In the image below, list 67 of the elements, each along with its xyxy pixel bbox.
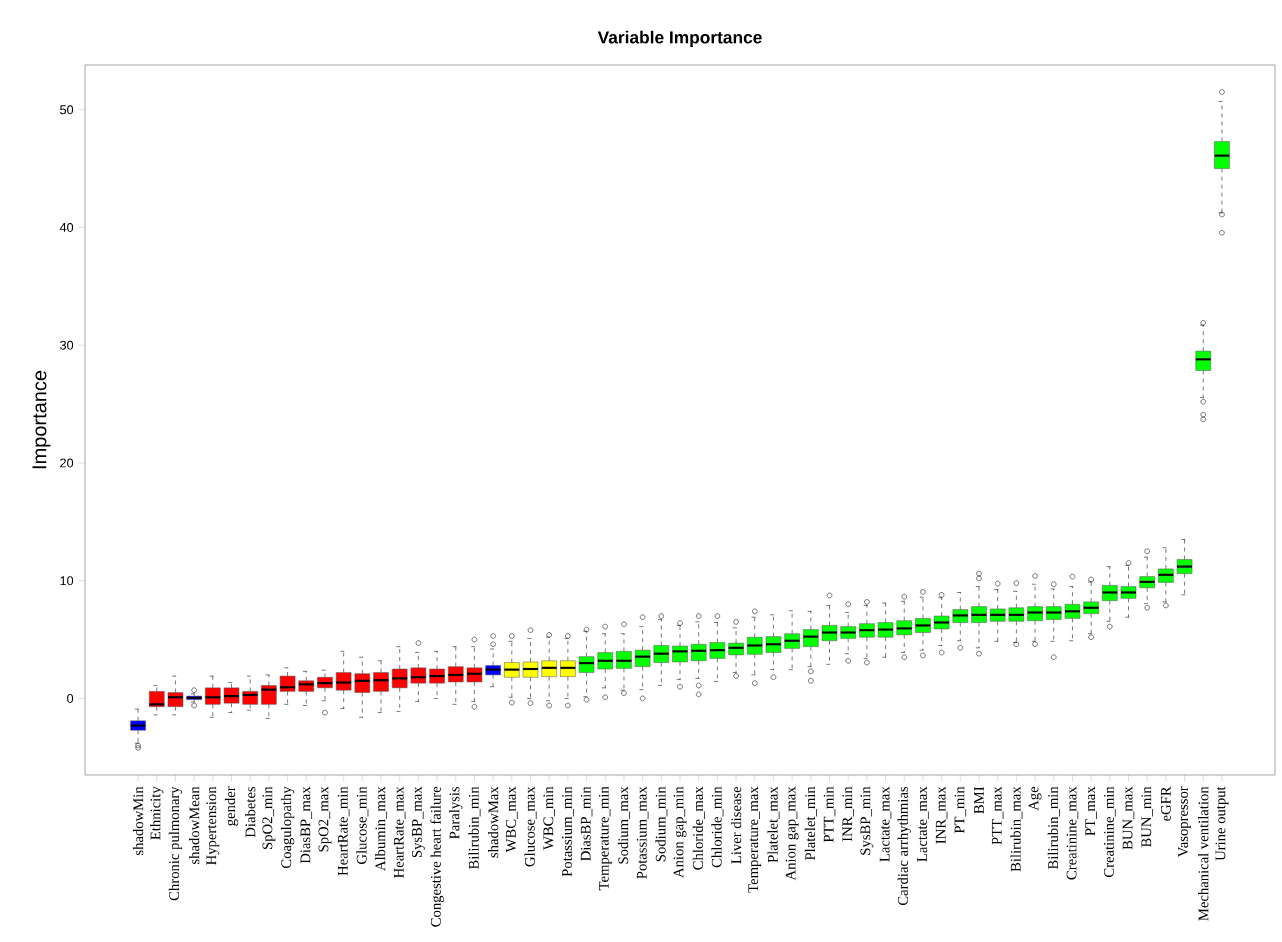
x-tick-label: SysBP_max bbox=[411, 786, 425, 858]
x-tick-label: Age bbox=[1028, 786, 1042, 811]
x-tick-label: Bilirubin_max bbox=[1010, 786, 1023, 872]
x-tick-label: WBC_max bbox=[506, 786, 518, 853]
x-tick-label: Coagulopathy bbox=[280, 786, 295, 869]
x-tick-label: BUN_min bbox=[1141, 786, 1153, 848]
x-tick-label: shadowMean bbox=[188, 786, 200, 864]
x-tick-label: Paralysis bbox=[449, 786, 463, 839]
y-tick-label: 20 bbox=[60, 458, 74, 468]
x-tick-label: PTT_max bbox=[991, 786, 1004, 845]
x-tick-label: Anion gap_max bbox=[785, 786, 799, 881]
x-tick-label: Temperature_min bbox=[598, 786, 612, 891]
y-axis-title: Importance bbox=[32, 370, 51, 469]
x-tick-label: Platelet_min bbox=[804, 786, 817, 861]
x-tick-label: Platelet_max bbox=[767, 786, 780, 863]
y-tick-label: 30 bbox=[60, 340, 74, 350]
x-tick-label: Chronic pulmonary bbox=[168, 786, 183, 901]
y-tick-label: 10 bbox=[60, 576, 74, 586]
x-tick-label: Sodium_min bbox=[655, 786, 668, 862]
x-tick-label: Vasopressor bbox=[1178, 786, 1191, 858]
x-tick-label: gender bbox=[224, 786, 239, 826]
x-tick-label: Diabetes bbox=[245, 786, 256, 838]
x-tick-label: BMI bbox=[974, 786, 984, 814]
x-tick-label: Albumin_max bbox=[374, 786, 388, 871]
x-tick-label: Creatinine_max bbox=[1066, 786, 1079, 880]
x-tick-label: Glucose_max bbox=[524, 786, 537, 867]
x-tick-label: Glucose_min bbox=[356, 786, 369, 864]
x-tick-label: PT_min bbox=[954, 786, 967, 834]
x-tick-label: Chloride_min bbox=[711, 786, 724, 868]
x-tick-label: Potassium_min bbox=[562, 786, 574, 877]
x-tick-label: HeartRate_max bbox=[393, 786, 406, 878]
y-tick-label: 50 bbox=[60, 105, 74, 115]
x-tick-label: SpO2_min bbox=[262, 786, 276, 849]
x-tick-label: shadowMax bbox=[487, 786, 499, 858]
chart-title: Variable Importance bbox=[597, 30, 762, 47]
x-tick-label: Urine output bbox=[1215, 786, 1229, 861]
y-tick-label: 40 bbox=[59, 222, 74, 232]
x-tick-label: Temperature_max bbox=[748, 786, 762, 893]
x-tick-label: SysBP_min bbox=[860, 786, 874, 855]
x-tick-label: Bilirubin_min bbox=[1047, 786, 1060, 870]
x-tick-label: BUN_max bbox=[1122, 786, 1135, 850]
x-tick-label: Chloride_max bbox=[692, 786, 705, 870]
x-tick-label: Cardiac arrhythmias bbox=[897, 786, 911, 906]
x-tick-label: PT_max bbox=[1085, 786, 1097, 836]
x-tick-label: SpO2_max bbox=[318, 786, 332, 852]
x-tick-label: WBC_min bbox=[543, 786, 555, 850]
x-tick-label: DiasBP_min bbox=[580, 786, 593, 861]
x-tick-label: Sodium_max bbox=[617, 786, 630, 864]
x-tick-label: Congestive heart failure bbox=[430, 786, 444, 927]
x-tick-label: Bilirubin_min bbox=[468, 786, 481, 870]
x-tick-label: INR_max bbox=[935, 786, 948, 844]
y-tick-label: 0 bbox=[67, 693, 74, 703]
x-tick-label: Liver disease bbox=[730, 786, 742, 864]
x-tick-label: Ethnicity bbox=[150, 786, 164, 840]
x-tick-label: Mechanical ventilation bbox=[1198, 786, 1209, 921]
x-tick-label: Lactate_max bbox=[879, 786, 892, 862]
x-tick-label: Potassium_max bbox=[636, 786, 649, 879]
x-tick-label: shadowMin bbox=[132, 786, 144, 856]
x-tick-label: eGFR bbox=[1160, 786, 1171, 821]
x-tick-label: Hypertension bbox=[206, 786, 220, 865]
x-tick-label: Lactate_max bbox=[917, 786, 929, 862]
x-tick-label: Creatinine_min bbox=[1104, 786, 1116, 877]
x-tick-label: Anion gap_min bbox=[673, 786, 687, 878]
x-tick-label: INR_min bbox=[842, 786, 854, 842]
x-tick-label: PTT_min bbox=[823, 786, 836, 843]
x-tick-label: HeartRate_min bbox=[337, 786, 350, 876]
x-tick-label: DiasBP_max bbox=[300, 786, 313, 864]
